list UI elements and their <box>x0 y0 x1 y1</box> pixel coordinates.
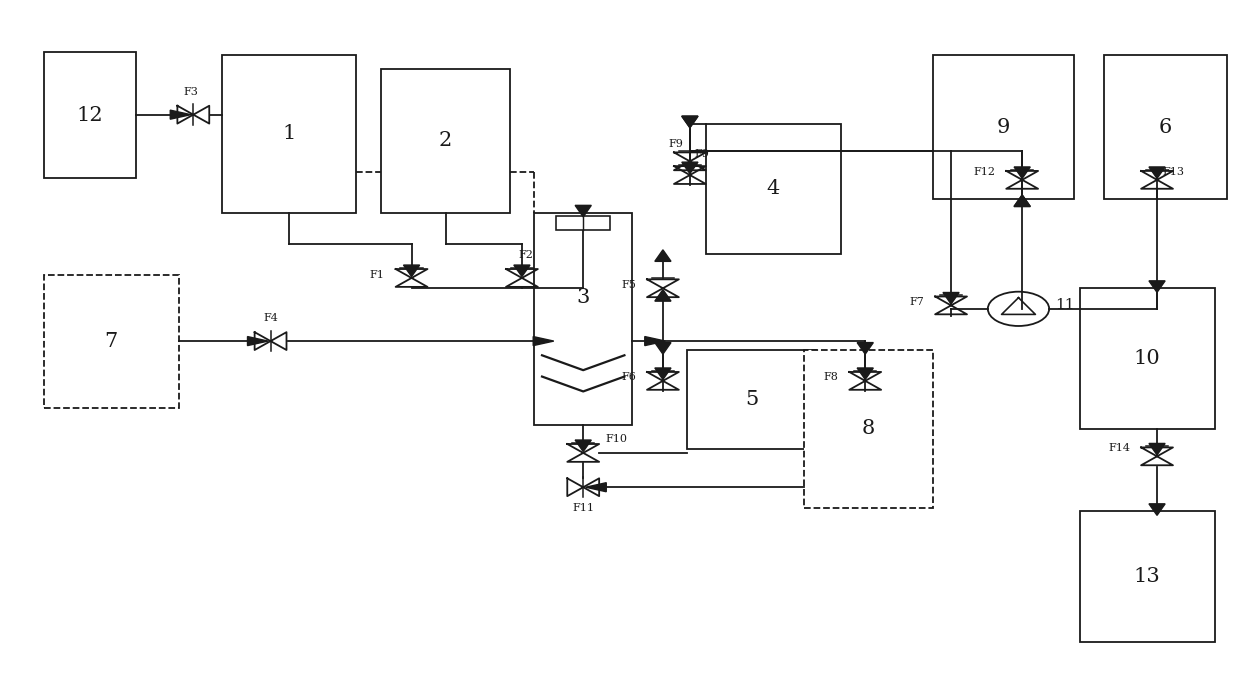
Text: F2: F2 <box>518 251 533 260</box>
Polygon shape <box>682 162 698 174</box>
Polygon shape <box>533 337 554 346</box>
Text: F7: F7 <box>909 297 924 307</box>
Polygon shape <box>1149 443 1166 455</box>
Polygon shape <box>513 265 529 276</box>
Text: 1: 1 <box>283 125 295 144</box>
Text: F4: F4 <box>263 314 278 323</box>
Text: 3: 3 <box>577 288 590 307</box>
Text: 8: 8 <box>862 419 875 438</box>
Polygon shape <box>248 337 268 346</box>
FancyBboxPatch shape <box>932 55 1074 199</box>
Polygon shape <box>585 483 606 492</box>
FancyBboxPatch shape <box>804 350 932 508</box>
Text: F12: F12 <box>973 167 996 176</box>
Polygon shape <box>682 116 698 127</box>
Text: F6: F6 <box>621 372 636 382</box>
Text: F3: F3 <box>184 87 198 97</box>
Text: 10: 10 <box>1133 349 1161 368</box>
Text: 5: 5 <box>745 390 759 410</box>
Polygon shape <box>575 205 591 217</box>
Text: 11: 11 <box>1055 298 1075 312</box>
Text: 2: 2 <box>439 131 451 150</box>
Text: F9: F9 <box>694 150 709 160</box>
Text: 9: 9 <box>997 118 1009 136</box>
FancyBboxPatch shape <box>557 216 610 230</box>
FancyBboxPatch shape <box>222 55 356 213</box>
Polygon shape <box>403 265 419 276</box>
Text: 4: 4 <box>766 179 780 198</box>
Polygon shape <box>857 368 873 379</box>
Text: F10: F10 <box>605 434 627 444</box>
Polygon shape <box>655 290 671 301</box>
FancyBboxPatch shape <box>1105 55 1226 199</box>
Polygon shape <box>942 293 960 304</box>
Text: F8: F8 <box>823 372 838 382</box>
Text: 12: 12 <box>77 106 103 125</box>
Polygon shape <box>857 342 873 354</box>
Text: F14: F14 <box>1109 443 1130 453</box>
Text: F5: F5 <box>621 280 636 290</box>
Polygon shape <box>645 337 666 346</box>
Text: F1: F1 <box>370 270 384 280</box>
Polygon shape <box>655 342 671 354</box>
Polygon shape <box>1149 281 1166 293</box>
Polygon shape <box>1014 167 1030 178</box>
Polygon shape <box>655 250 671 261</box>
Text: 13: 13 <box>1133 567 1161 586</box>
FancyBboxPatch shape <box>1080 511 1215 642</box>
FancyBboxPatch shape <box>706 124 841 254</box>
FancyBboxPatch shape <box>534 213 632 426</box>
Text: F11: F11 <box>572 503 594 513</box>
Text: 6: 6 <box>1159 118 1172 136</box>
Polygon shape <box>655 368 671 379</box>
Polygon shape <box>575 440 591 452</box>
Polygon shape <box>1014 195 1030 206</box>
Text: 7: 7 <box>104 332 118 351</box>
Polygon shape <box>1149 504 1166 515</box>
FancyBboxPatch shape <box>1080 288 1215 429</box>
Polygon shape <box>1149 167 1166 178</box>
Polygon shape <box>1014 195 1030 206</box>
Text: F13: F13 <box>1162 167 1184 176</box>
FancyBboxPatch shape <box>687 350 816 449</box>
Polygon shape <box>682 116 698 127</box>
Polygon shape <box>170 110 191 119</box>
FancyBboxPatch shape <box>43 274 179 408</box>
FancyBboxPatch shape <box>381 69 510 213</box>
Text: F9: F9 <box>668 139 683 149</box>
FancyBboxPatch shape <box>43 52 135 178</box>
